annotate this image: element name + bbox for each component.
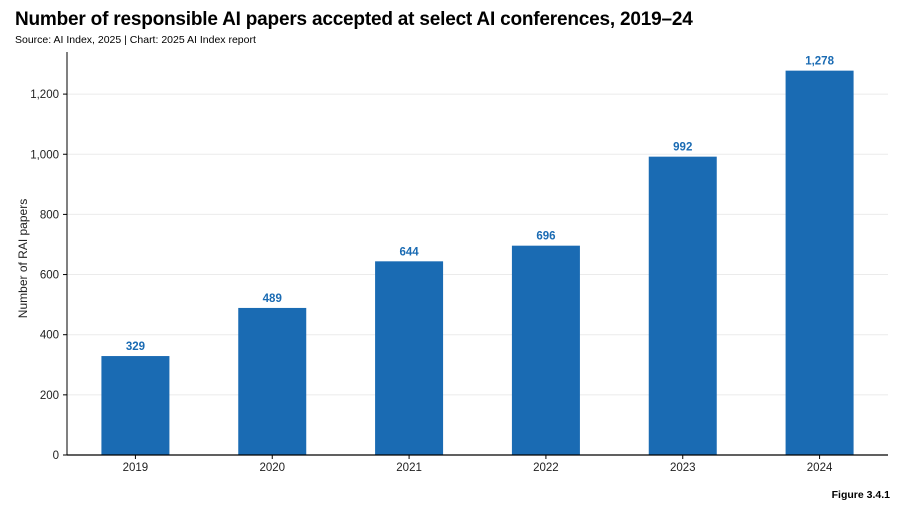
y-tick-label: 800 [40,209,59,221]
bar [511,245,580,455]
y-tick-label: 1,200 [30,89,59,101]
bar-series [101,70,854,455]
x-tick-label: 2024 [807,462,833,474]
y-tick-label: 400 [40,330,59,342]
y-axis-ticks: 0 200 400 600 800 1,000 1,200 [30,89,67,462]
data-labels: 329 489 644 696 992 1,278 [126,56,835,353]
y-tick-label: 1,000 [30,149,59,161]
x-tick-label: 2021 [396,462,422,474]
x-tick-label: 2022 [533,462,559,474]
x-axis-ticks: 2019 2020 2021 2022 2023 2024 [123,455,833,474]
x-tick-label: 2020 [259,462,285,474]
chart-title: Number of responsible AI papers accepted… [15,9,693,30]
data-label: 644 [399,246,419,258]
y-tick-label: 200 [40,390,59,402]
x-tick-label: 2023 [670,462,696,474]
data-label: 1,278 [805,56,834,68]
bar [785,70,854,455]
y-axis-title: Number of RAI papers [16,199,30,318]
data-label: 992 [673,142,692,154]
y-tick-label: 600 [40,270,59,282]
data-label: 489 [263,293,282,305]
figure-label: Figure 3.4.1 [831,489,890,501]
data-label: 329 [126,341,145,353]
bar [101,356,170,455]
gridlines [67,93,888,396]
bar [648,156,717,455]
bar [238,307,307,455]
y-tick-label: 0 [53,450,59,462]
bar [375,261,444,455]
chart-subtitle: Source: AI Index, 2025 | Chart: 2025 AI … [15,34,256,46]
data-label: 696 [536,231,555,243]
x-tick-label: 2019 [123,462,149,474]
